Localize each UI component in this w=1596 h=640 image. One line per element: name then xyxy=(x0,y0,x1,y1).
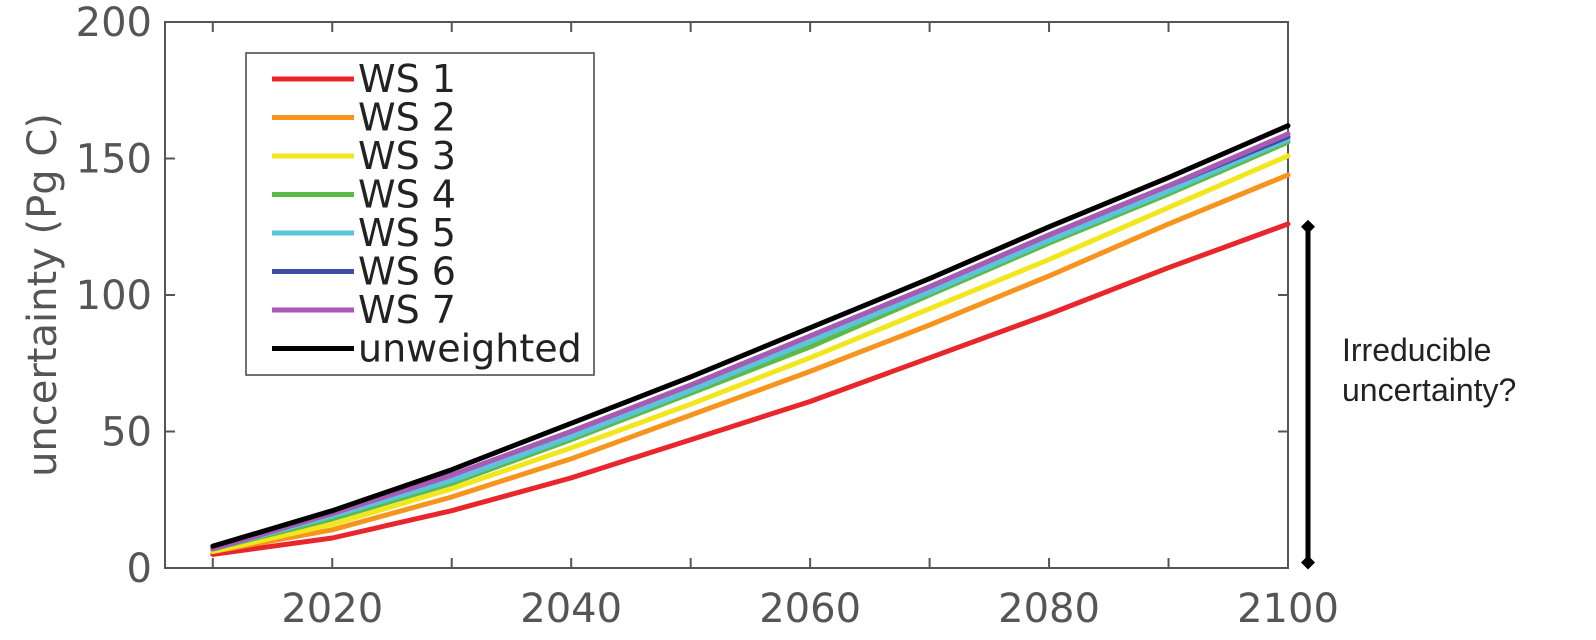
annotation-line-1: Irreducible xyxy=(1342,332,1492,368)
legend-label: WS 2 xyxy=(358,96,456,140)
legend-label: WS 5 xyxy=(358,211,456,255)
series-line-8 xyxy=(210,123,1291,549)
x-tick-label: 2080 xyxy=(998,586,1100,632)
y-tick-label: 200 xyxy=(76,0,152,46)
legend-box xyxy=(245,52,595,376)
axes: 2020 2040 2060 2080 2100 0 50 100 150 200 uncertai… xyxy=(20,0,1339,632)
series-line-5 xyxy=(210,136,1291,552)
annotation-text: Irreducible uncertainty? xyxy=(1342,330,1516,410)
annotation-line-2: uncertainty? xyxy=(1342,372,1517,408)
arrow-head-bottom xyxy=(1301,555,1315,570)
series-line-3 xyxy=(210,153,1291,555)
arrow-head-top xyxy=(1301,219,1315,234)
x-tick-label: 2100 xyxy=(1237,586,1339,632)
legend-label: WS 1 xyxy=(358,57,456,101)
y-tick-label: 0 xyxy=(127,546,152,592)
y-axis-label: uncertainty (Pg C) xyxy=(20,113,66,477)
series-lines xyxy=(210,123,1291,557)
legend-label: WS 4 xyxy=(358,173,456,217)
y-tick-label: 50 xyxy=(101,410,152,456)
series-line-2 xyxy=(210,172,1291,555)
legend-label: unweighted xyxy=(358,327,582,371)
irreducible-arrow xyxy=(1301,219,1315,570)
x-tick-label: 2020 xyxy=(281,586,383,632)
x-tick-label: 2040 xyxy=(520,586,622,632)
y-tick-label: 100 xyxy=(76,273,152,319)
series-line-1 xyxy=(210,221,1291,557)
legend-label: WS 7 xyxy=(358,288,456,332)
x-tick-label: 2060 xyxy=(759,586,861,632)
y-tick-label: 150 xyxy=(76,137,152,183)
legend-label: WS 3 xyxy=(358,134,456,178)
series-line-7 xyxy=(210,131,1291,552)
legend-label: WS 6 xyxy=(358,250,456,294)
